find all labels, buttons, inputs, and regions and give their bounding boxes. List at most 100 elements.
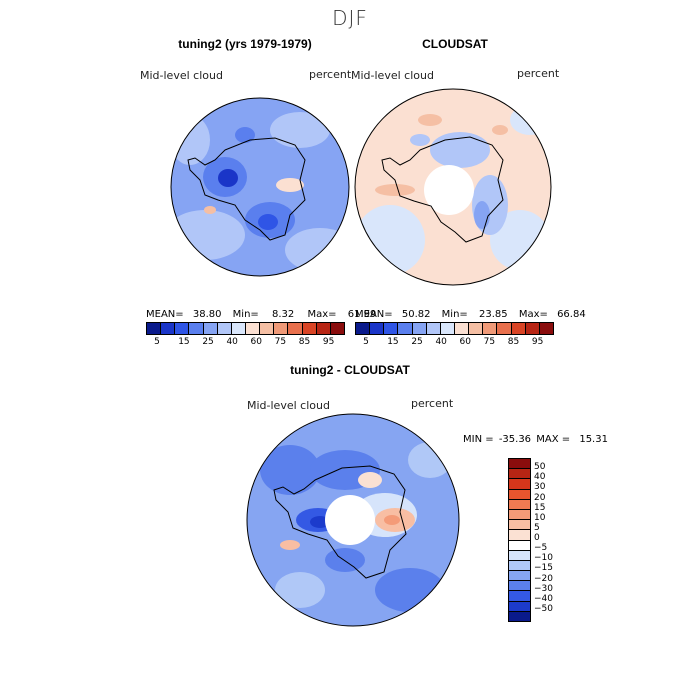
colorbar-swatch bbox=[509, 489, 530, 500]
colorbar-swatch bbox=[469, 323, 484, 334]
panel3-field-patch bbox=[275, 572, 325, 608]
panel3-field-patch bbox=[296, 508, 340, 532]
panel2-field-patch bbox=[430, 132, 490, 168]
colorbar-tick-label: −50 bbox=[534, 603, 553, 614]
colorbar-swatch bbox=[356, 323, 371, 334]
panel2-field-patch bbox=[492, 125, 508, 135]
colorbar-swatch bbox=[316, 323, 331, 334]
panel1-field-patch bbox=[276, 178, 304, 192]
panel2-colorbar-ticks: 5 15 25 40 60 75 85 95 bbox=[355, 337, 552, 349]
colorbar-tick-label: 60 bbox=[459, 337, 471, 347]
colorbar-tick-label: 5 bbox=[534, 522, 540, 533]
colorbar-tick-label: 15 bbox=[534, 502, 546, 513]
colorbar-swatch bbox=[245, 323, 261, 334]
colorbar-tick-label: 85 bbox=[298, 337, 311, 347]
colorbar-swatch bbox=[509, 601, 530, 612]
panel2-field-patch bbox=[355, 205, 425, 275]
panel3-field-patch bbox=[375, 568, 445, 612]
colorbar-swatch bbox=[260, 323, 275, 334]
colorbar-tick-label: 95 bbox=[531, 337, 544, 347]
panel3-missing-data bbox=[325, 495, 375, 545]
colorbar-swatch bbox=[440, 323, 455, 334]
colorbar-tick-label: 40 bbox=[534, 472, 546, 483]
colorbar-swatch bbox=[509, 571, 530, 582]
colorbar-swatch bbox=[175, 323, 190, 334]
panel2-units-label: percent bbox=[517, 67, 560, 80]
colorbar-swatch bbox=[189, 323, 204, 334]
colorbar-swatch bbox=[509, 591, 530, 602]
colorbar-tick-label: 25 bbox=[411, 337, 423, 347]
colorbar-swatch bbox=[509, 540, 530, 551]
colorbar-tick-label: 0 bbox=[534, 533, 540, 543]
colorbar-tick-label: −5 bbox=[534, 543, 548, 554]
colorbar-tick-label: −30 bbox=[534, 583, 553, 594]
panel3-field-patch bbox=[260, 445, 320, 495]
colorbar-swatch bbox=[509, 459, 530, 470]
colorbar-tick-label: 25 bbox=[202, 337, 214, 347]
colorbar-swatch bbox=[509, 479, 530, 490]
colorbar-tick-label: 20 bbox=[534, 492, 546, 503]
panel1-coastline bbox=[187, 137, 306, 241]
colorbar-tick-label: 75 bbox=[274, 337, 287, 347]
figure-title: DJF bbox=[332, 6, 368, 30]
colorbar-swatch bbox=[509, 611, 530, 621]
colorbar-swatch bbox=[370, 323, 385, 334]
colorbar-swatch bbox=[525, 323, 540, 334]
panel3-colorbar bbox=[508, 458, 531, 622]
colorbar-tick-label: 10 bbox=[534, 512, 546, 523]
colorbar-tick-label: −40 bbox=[534, 593, 553, 604]
panel1-stats: MEAN= 38.80 Min= 8.32 Max= 61.99 bbox=[146, 309, 377, 320]
panel2-missing-data bbox=[424, 165, 474, 215]
colorbar-swatch bbox=[398, 323, 413, 334]
panel1-field-patch bbox=[270, 112, 330, 148]
colorbar-tick-label: 15 bbox=[178, 337, 190, 347]
panel3-field-patch bbox=[310, 516, 330, 528]
panel2-stats: MEAN= 50.82 Min= 23.85 Max= 66.84 bbox=[355, 309, 586, 320]
panel2-title: CLOUDSAT bbox=[422, 37, 488, 51]
panel2-colorbar bbox=[355, 322, 554, 335]
panel1-field-patch bbox=[258, 214, 278, 230]
panel3-field-patch bbox=[353, 493, 417, 537]
panel3-field-patch bbox=[384, 515, 400, 525]
panel2-map-border bbox=[354, 88, 552, 286]
colorbar-tick-label: 30 bbox=[534, 482, 546, 493]
colorbar-tick-label: 75 bbox=[483, 337, 496, 347]
colorbar-tick-label: 5 bbox=[154, 337, 160, 347]
panel1-field-patch bbox=[203, 157, 247, 197]
colorbar-swatch bbox=[539, 323, 553, 334]
colorbar-swatch bbox=[203, 323, 218, 334]
panel3-field-patch bbox=[325, 548, 365, 572]
panel3-map-border bbox=[246, 413, 460, 627]
panel1-map-border bbox=[170, 97, 350, 277]
colorbar-swatch bbox=[497, 323, 512, 334]
colorbar-tick-label: 95 bbox=[322, 337, 335, 347]
panel2-field-patch bbox=[472, 175, 508, 235]
panel2-field-patch bbox=[410, 134, 430, 146]
panel1-field-label: Mid-level cloud bbox=[140, 69, 223, 82]
panel2-field-patch bbox=[418, 114, 442, 126]
panel3-units-label: percent bbox=[411, 397, 454, 410]
colorbar-tick-label: 40 bbox=[435, 337, 447, 347]
colorbar-swatch bbox=[509, 581, 530, 592]
panel1-field-patch bbox=[285, 228, 349, 272]
panel3-field-label: Mid-level cloud bbox=[247, 399, 330, 412]
colorbar-tick-label: 50 bbox=[534, 462, 546, 473]
panel1-colorbar bbox=[146, 322, 345, 335]
colorbar-tick-label: 60 bbox=[250, 337, 262, 347]
panel3-field-background bbox=[247, 414, 459, 626]
colorbar-swatch bbox=[509, 469, 530, 480]
panel2-field-patch bbox=[510, 105, 550, 135]
panel3-field-patch bbox=[408, 442, 452, 478]
colorbar-swatch bbox=[384, 323, 399, 334]
panel1-field-patch bbox=[218, 169, 238, 187]
panel2-field-patch bbox=[474, 201, 490, 229]
panel3-title: tuning2 - CLOUDSAT bbox=[290, 363, 410, 377]
panel1-field-patch bbox=[171, 115, 210, 165]
panel1-title: tuning2 (yrs 1979-1979) bbox=[178, 37, 312, 51]
colorbar-swatch bbox=[147, 323, 162, 334]
panel1-field-patch bbox=[204, 206, 216, 214]
colorbar-swatch bbox=[509, 520, 530, 531]
panel1-field-patch bbox=[171, 210, 245, 260]
